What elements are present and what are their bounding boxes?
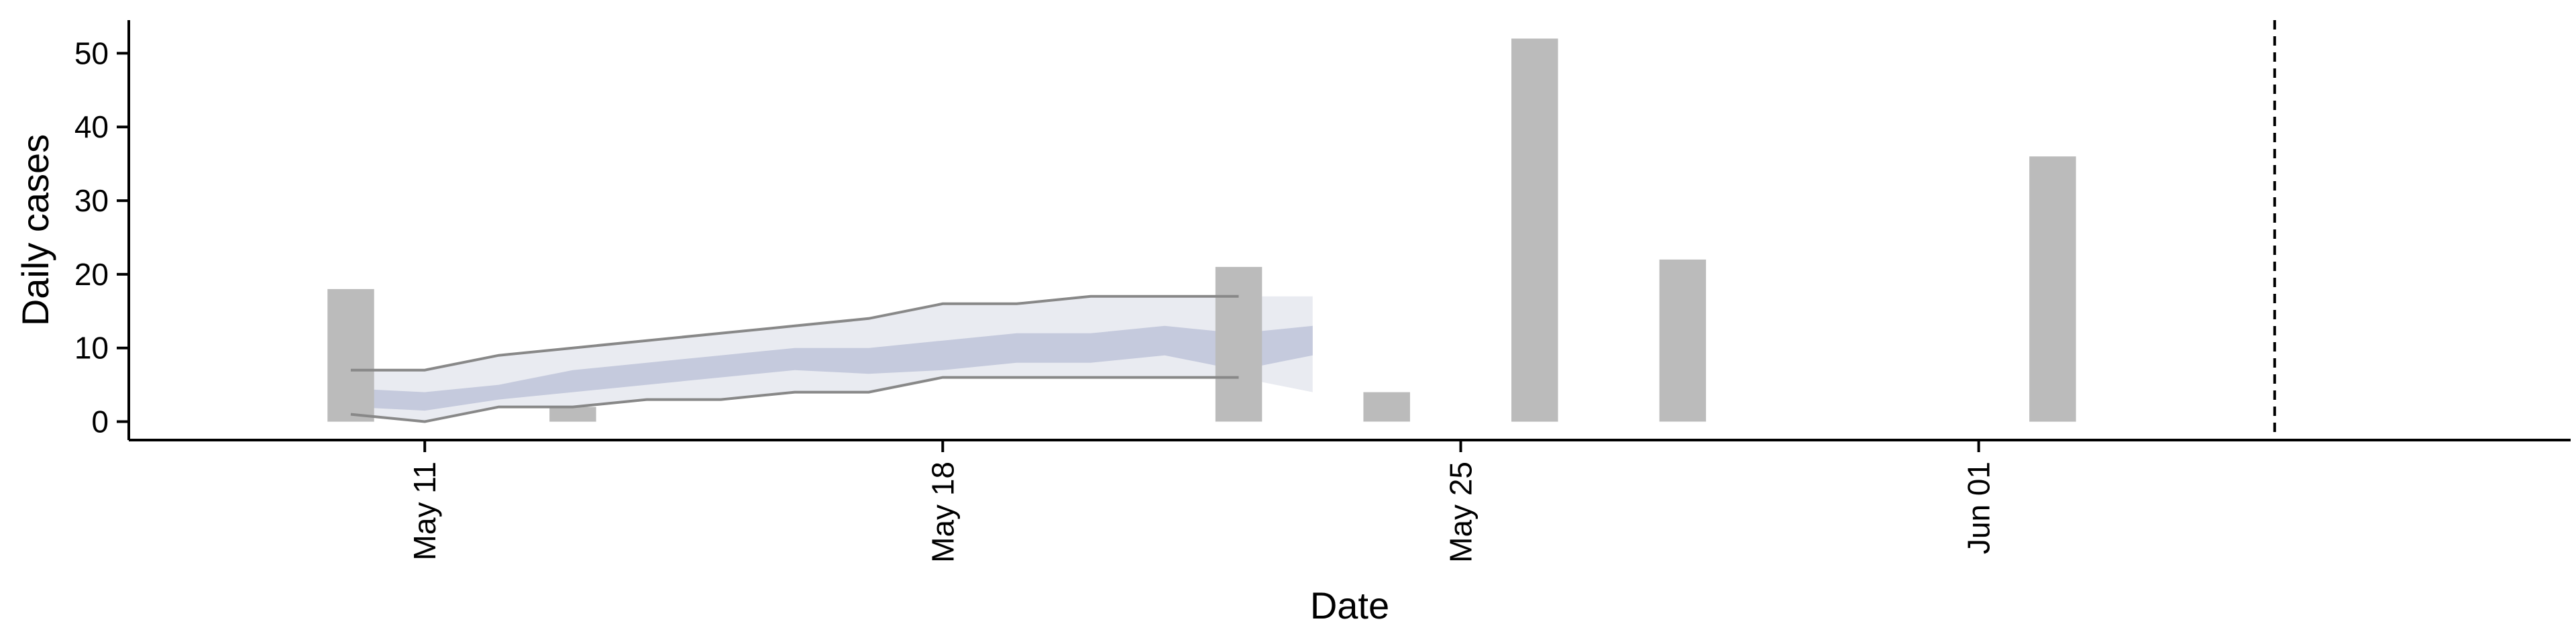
upper-outline-line: [350, 294, 1239, 372]
bar: [1511, 38, 1558, 422]
bar: [549, 407, 596, 422]
x-tick-label: May 11: [407, 462, 442, 560]
lower-outline-line: [350, 376, 1239, 423]
x-tick-label: May 18: [925, 462, 960, 563]
y-axis-ticks: 0 10 20 30 40 50: [74, 36, 129, 439]
y-tick-label: 0: [91, 405, 109, 439]
x-axis-title: Date: [1310, 584, 1389, 627]
plot-area: [327, 20, 2276, 440]
y-tick-label: 50: [74, 36, 109, 70]
x-tick-label: Jun 01: [1962, 462, 1996, 554]
y-tick-label: 20: [74, 257, 109, 292]
bar: [1215, 266, 1263, 422]
x-tick-label: May 25: [1444, 462, 1479, 563]
y-tick-label: 30: [74, 183, 109, 218]
y-tick-label: 10: [74, 331, 109, 366]
bar: [2029, 156, 2076, 422]
bar: [327, 288, 374, 422]
bar: [1363, 392, 1410, 422]
interval-bands: [350, 296, 1313, 422]
outline-lines: [350, 294, 1239, 423]
bar: [1659, 259, 1707, 422]
inner-interval-band: [350, 325, 1313, 411]
bar-series: [327, 38, 2076, 422]
y-axis-title: Daily cases: [14, 134, 56, 326]
x-axis-ticks: May 11 May 18 May 25 Jun 01: [407, 440, 1996, 563]
y-tick-label: 40: [74, 109, 109, 144]
